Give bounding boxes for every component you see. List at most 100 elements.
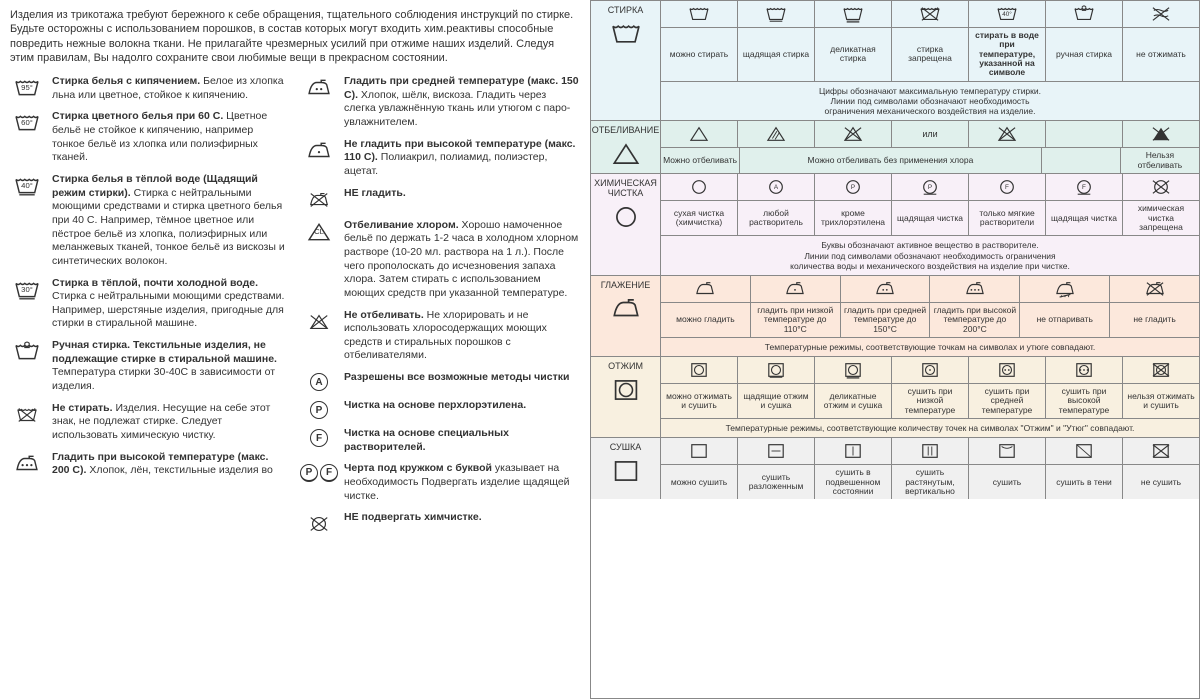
iron3-icon	[10, 451, 44, 478]
definition-entry: Не отбеливать. Не хлорировать и не испол…	[302, 309, 580, 364]
definition-entry: 95° Стирка белья с кипячением. Белое из х…	[10, 75, 288, 102]
definition-text: НЕ гладить.	[344, 187, 406, 211]
label-cell: деликатная стирка	[815, 28, 892, 81]
icon-cell	[1123, 174, 1199, 200]
definition-text: Ручная стирка. Текстильные изделия, не п…	[52, 339, 288, 394]
label-cell: можно отжимать и сушить	[661, 384, 738, 418]
left-panel: Изделия из трикотажа требуют бережного к…	[0, 0, 590, 699]
section-СТИРКА: СТИРКА 40°можно стиратьщадящая стиркадели…	[591, 1, 1199, 121]
icon-cell: F	[969, 174, 1046, 200]
section-title: СУШКА	[610, 442, 641, 452]
section-note: Цифры обозначают максимальную температур…	[661, 82, 1199, 121]
icon-cell: или	[892, 121, 969, 147]
icon-cell	[1123, 1, 1199, 27]
wash60-icon: 60°	[10, 110, 44, 165]
label-cell: щадящая стирка	[738, 28, 815, 81]
icon-cell: A	[738, 174, 815, 200]
icon-cell	[661, 438, 738, 464]
icon-cell	[1046, 121, 1123, 147]
icon-cell: P	[815, 174, 892, 200]
label-cell: не сушить	[1123, 465, 1199, 499]
icon-cell: 40°	[969, 1, 1046, 27]
label-cell: сушить разложенным	[738, 465, 815, 499]
icon-cell	[738, 121, 815, 147]
definition-entry: 40°Стирка белья в тёплой воде (Щадящий р…	[10, 173, 288, 268]
section-ОТЖИМ: ОТЖИМможно отжимать и сушитьщадящие отжи…	[591, 357, 1199, 438]
icon-cell	[661, 174, 738, 200]
label-cell: стирать в воде при температуре, указанно…	[969, 28, 1046, 81]
section-СУШКА: СУШКАможно сушитьсушить разложеннымсушит…	[591, 438, 1199, 499]
definition-text: Отбеливание хлором. Хорошо намоченное бе…	[344, 219, 580, 301]
label-row: можно стиратьщадящая стиркаделикатная ст…	[661, 28, 1199, 82]
section-header: ОТБЕЛИВАНИЕ	[591, 121, 661, 173]
section-ОТБЕЛИВАНИЕ: ОТБЕЛИВАНИЕилиМожно отбеливатьМожно отбе…	[591, 121, 1199, 174]
definition-text: Чистка на основе специальных растворител…	[344, 427, 580, 454]
hand-icon	[10, 339, 44, 394]
section-title: СТИРКА	[608, 5, 643, 15]
label-cell: гладить при средней температуре до 150°С	[841, 303, 931, 337]
label-cell: стирка запрещена	[892, 28, 969, 81]
definition-text: Черта под кружком с буквой указывает на …	[344, 462, 580, 503]
section-ГЛАЖЕНИЕ: ГЛАЖЕНИЕ можно гладитьгладить при низкой …	[591, 276, 1199, 357]
nodry-icon	[302, 511, 336, 535]
intro-text: Изделия из трикотажа требуют бережного к…	[10, 8, 580, 65]
label-row: можно сушитьсушить разложеннымсушить в п…	[661, 465, 1199, 499]
col-2: Гладить при средней температуре (макс. 1…	[302, 75, 580, 543]
label-row: можно отжимать и сушитьщадящие отжим и с…	[661, 384, 1199, 419]
svg-text:P: P	[851, 184, 855, 191]
definition-text: Стирка белья в тёплой воде (Щадящий режи…	[52, 173, 288, 268]
definition-text: Стирка в тёплой, почти холодной воде. Ст…	[52, 277, 288, 332]
section-body: APPFFсухая чистка (химчистка)любой раств…	[661, 174, 1199, 275]
circF-icon: F	[302, 427, 336, 454]
section-body: 40°можно стиратьщадящая стиркаделикатная…	[661, 1, 1199, 120]
label-row: Можно отбеливатьМожно отбеливать без при…	[661, 148, 1199, 173]
symbol-table: СТИРКА 40°можно стиратьщадящая стиркадели…	[590, 0, 1200, 699]
icon-cell	[815, 121, 892, 147]
definition-entry: AРазрешены все возможные методы чистки	[302, 371, 580, 391]
icon-cell	[969, 357, 1046, 383]
icon-cell	[1046, 357, 1123, 383]
label-cell: сушить растянутым, вертикально	[892, 465, 969, 499]
svg-text:P: P	[928, 184, 932, 191]
definition-entry: PЧистка на основе перхлорэтилена.	[302, 399, 580, 419]
label-cell: щадящая чистка	[892, 201, 969, 235]
nowash-icon	[10, 402, 44, 443]
wash30u-icon: 30°	[10, 277, 44, 332]
label-cell: Нельзя отбеливать	[1121, 148, 1199, 173]
label-cell: Можно отбеливать	[661, 148, 740, 173]
label-cell: кроме трихлорэтилена	[815, 201, 892, 235]
definition-entry: НЕ гладить.	[302, 187, 580, 211]
sqp-icon	[609, 458, 643, 486]
section-note: Буквы обозначают активное вещество в рас…	[661, 236, 1199, 275]
definition-entry: Не стирать. Изделия. Несущие на себе это…	[10, 402, 288, 443]
circA-icon: A	[302, 371, 336, 391]
icon-row	[661, 357, 1199, 384]
icon-cell	[892, 438, 969, 464]
icon-cell	[892, 357, 969, 383]
icon-row	[661, 276, 1199, 303]
definition-entry: PFЧерта под кружком с буквой указывает н…	[302, 462, 580, 503]
section-title: ГЛАЖЕНИЕ	[601, 280, 651, 290]
icon-cell	[661, 1, 738, 27]
definition-text: Стирка белья с кипячением. Белое из хлоп…	[52, 75, 288, 102]
section-title: ОТБЕЛИВАНИЕ	[592, 125, 659, 135]
nobleach-icon	[302, 309, 336, 364]
iron2-icon	[302, 75, 336, 130]
label-cell: сушить в тени	[1046, 465, 1123, 499]
icon-cell	[969, 438, 1046, 464]
label-cell: ручная стирка	[1046, 28, 1123, 81]
circPF-icon: PF	[302, 462, 336, 503]
svg-text:30°: 30°	[21, 285, 33, 294]
icon-cell	[815, 438, 892, 464]
definition-text: Гладить при высокой температуре (макс. 2…	[52, 451, 288, 478]
wash-icon	[609, 21, 643, 49]
definition-entry: F Чистка на основе специальных растворите…	[302, 427, 580, 454]
icon-cell	[815, 357, 892, 383]
iron-icon	[609, 296, 643, 324]
label-cell	[1042, 148, 1121, 173]
label-cell: сушить	[969, 465, 1046, 499]
label-cell: сушить при высокой температуре	[1046, 384, 1123, 418]
svg-text:95°: 95°	[21, 83, 33, 92]
label-row: можно гладитьгладить при низкой температ…	[661, 303, 1199, 338]
svg-text:A: A	[774, 184, 779, 191]
